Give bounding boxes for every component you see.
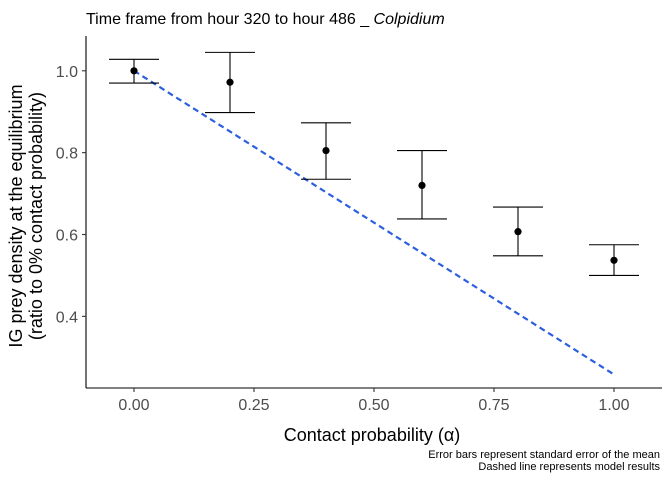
y-tick-label: 1.0 — [56, 64, 78, 81]
y-axis-title-line1: IG prey density at the equilibrium — [6, 84, 26, 347]
x-tick-label: 0.50 — [358, 397, 389, 414]
y-axis-title-line2: (ratio to 0% contact probability) — [26, 92, 46, 340]
x-tick-label: 0.00 — [118, 397, 149, 414]
data-points — [130, 67, 618, 264]
x-tick-label: 1.00 — [598, 397, 629, 414]
chart-title: Time frame from hour 320 to hour 486 _ C… — [86, 11, 445, 28]
data-point — [418, 181, 426, 189]
model-line-group — [133, 69, 615, 376]
x-tick-label: 0.75 — [478, 397, 509, 414]
y-ticks: 0.4 0.6 0.8 1.0 — [56, 64, 86, 326]
y-tick-label: 0.4 — [56, 309, 78, 326]
axes — [85, 36, 662, 389]
y-tick-label: 0.8 — [56, 146, 78, 163]
chart-title-species: Colpidium — [374, 11, 445, 28]
caption-model-line: Dashed line represents model results — [478, 461, 660, 473]
x-axis-title: Contact probability (α) — [284, 425, 460, 445]
data-point — [610, 256, 618, 264]
chart-title-prefix: Time frame from hour 320 to hour 486 _ — [86, 11, 374, 28]
caption-error-bars: Error bars represent standard error of t… — [428, 449, 660, 461]
model-line — [133, 69, 615, 376]
data-point — [514, 228, 522, 236]
x-tick-label: 0.25 — [238, 397, 269, 414]
data-point — [226, 78, 234, 86]
data-point — [322, 147, 330, 155]
x-ticks: 0.00 0.25 0.50 0.75 1.00 — [118, 388, 630, 414]
data-point — [130, 67, 138, 75]
error-bars — [109, 51, 639, 276]
y-tick-label: 0.6 — [56, 228, 78, 245]
